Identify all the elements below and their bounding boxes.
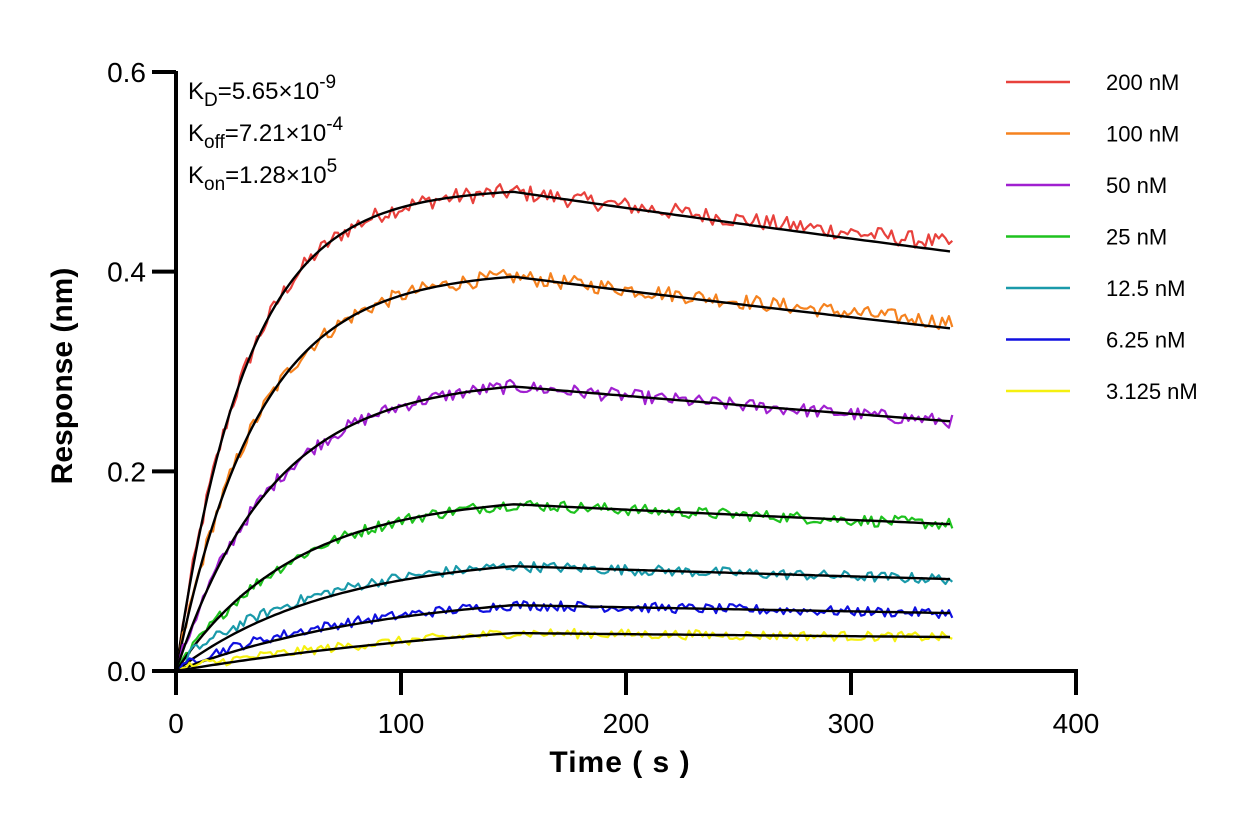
y-tick-label: 0.6 [107, 57, 146, 88]
legend-label-3-125-nm: 3.125 nM [1106, 379, 1198, 404]
series-200-nm-data-line [174, 183, 954, 672]
series-6-25-nm-fit-line [175, 603, 951, 673]
series-25-nm-fit-line [175, 503, 951, 672]
x-tick-label: 0 [168, 708, 184, 739]
x-axis-title: Time ( s ) [549, 746, 690, 779]
series-100-nm-fit-line [174, 275, 951, 672]
legend-label-200-nm: 200 nM [1106, 70, 1179, 95]
kinetic-constant-d: KD=5.65×10-9 [188, 72, 336, 111]
series-50-nm-data-line [174, 378, 954, 672]
series-3-125-nm-data-line [175, 627, 953, 673]
x-tick-label: 100 [378, 708, 425, 739]
series-200-nm-fit-line [174, 190, 951, 672]
series-100-nm-data-line [174, 268, 954, 672]
series-25-nm-data-line [175, 499, 954, 672]
legend: 200 nM 100 nM 50 nM 25 nM 12.5 nM 6.25 nM 3.12… [1006, 70, 1198, 404]
x-tick-label: 300 [828, 708, 875, 739]
y-tick-label: 0.0 [107, 656, 146, 687]
y-axis-title: Response (nm) [46, 268, 79, 485]
x-tick-label: 200 [603, 708, 650, 739]
axes-layer: 0.0 0.2 0.4 0.6 0 100 200 300 400 [107, 57, 1099, 739]
series-12-5-nm-fit-line [175, 564, 951, 672]
kinetic-constant-off: Koff=7.21×10-4 [188, 114, 344, 153]
series-50-nm-fit-line [174, 385, 951, 672]
legend-label-12-5-nm: 12.5 nM [1106, 276, 1186, 301]
legend-label-100-nm: 100 nM [1106, 122, 1179, 147]
x-tick-label: 400 [1053, 708, 1100, 739]
y-tick-label: 0.2 [107, 456, 146, 487]
legend-label-6-25-nm: 6.25 nM [1106, 328, 1186, 353]
curves-layer [174, 183, 954, 673]
y-tick-label: 0.4 [107, 257, 146, 288]
legend-label-25-nm: 25 nM [1106, 225, 1167, 250]
series-3-125-nm-fit-line [175, 631, 950, 673]
legend-label-50-nm: 50 nM [1106, 173, 1167, 198]
kinetic-constant-on: Kon=1.28×105 [188, 156, 337, 195]
